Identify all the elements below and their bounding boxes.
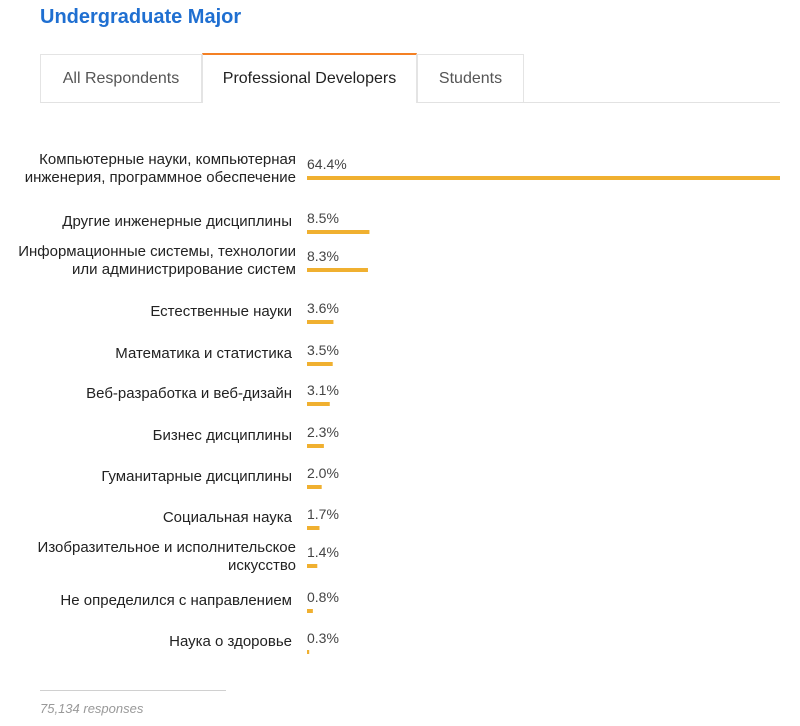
bar — [307, 230, 370, 234]
bar — [307, 176, 780, 180]
category-label: инженерия, программное обеспечение — [25, 169, 296, 186]
value-label: 3.5% — [307, 342, 339, 358]
bar — [307, 320, 334, 324]
category-label: Социальная наука — [163, 509, 293, 526]
category-label: Не определился с направлением — [60, 592, 292, 609]
category-label: или администрирование систем — [72, 261, 296, 278]
category-label: Информационные системы, технологии — [18, 243, 296, 260]
tab-students[interactable]: Students — [417, 54, 524, 102]
category-label: Естественные науки — [150, 303, 292, 320]
value-label: 0.3% — [307, 630, 339, 646]
bar — [307, 444, 324, 448]
category-label: Изобразительное и исполнительское — [38, 539, 296, 556]
value-label: 8.3% — [307, 248, 339, 264]
category-label: Другие инженерные дисциплины — [62, 213, 292, 230]
category-label: Математика и статистика — [115, 345, 292, 362]
bar — [307, 402, 330, 406]
value-label: 3.1% — [307, 382, 339, 398]
category-label: Веб-разработка и веб-дизайн — [86, 385, 292, 402]
value-label: 1.4% — [307, 544, 339, 560]
bar — [307, 564, 318, 568]
value-label: 1.7% — [307, 506, 339, 522]
category-label: искусство — [228, 557, 296, 574]
bar — [307, 268, 368, 272]
response-count: 75,134 responses — [40, 701, 144, 716]
bar — [307, 650, 310, 654]
category-label: Компьютерные науки, компьютерная — [39, 151, 296, 168]
value-label: 64.4% — [307, 156, 347, 172]
value-label: 2.3% — [307, 424, 339, 440]
page-title: Undergraduate Major — [40, 6, 242, 28]
tab-professional-developers[interactable]: Professional Developers — [202, 53, 417, 103]
bar — [307, 609, 313, 613]
category-label: Гуманитарные дисциплины — [101, 468, 292, 485]
bar — [307, 526, 320, 530]
category-label: Наука о здоровье — [169, 633, 292, 650]
category-label: Бизнес дисциплины — [153, 427, 292, 444]
value-label: 0.8% — [307, 589, 339, 605]
tab-all-respondents[interactable]: All Respondents — [40, 54, 202, 102]
bar — [307, 485, 322, 489]
value-label: 3.6% — [307, 300, 339, 316]
footer-divider — [40, 690, 226, 691]
bar — [307, 362, 333, 366]
value-label: 2.0% — [307, 465, 339, 481]
value-label: 8.5% — [307, 210, 339, 226]
bar-chart: Компьютерные науки, компьютернаяинженери… — [18, 151, 780, 654]
